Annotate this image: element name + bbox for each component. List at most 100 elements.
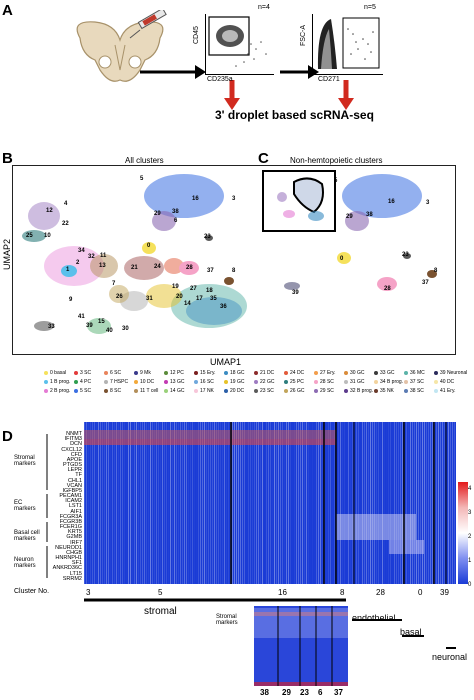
legend-label: 19 GC (230, 379, 245, 385)
legend-item: 14 GC (164, 388, 184, 394)
legend-label: 31 GC (350, 379, 365, 385)
facs2-y-label: FSC-A (300, 25, 307, 46)
umap1-label: UMAP1 (210, 357, 242, 367)
method-title: 3' droplet based scRNA-seq (215, 108, 374, 122)
gene-label: CHGB (66, 549, 82, 556)
legend-label: 27 Ery. (320, 370, 336, 376)
legend-label: 2 B prog. (50, 388, 71, 394)
inset-cluster-number: 29 (282, 688, 291, 697)
gene-label: FCGR3B (59, 518, 82, 525)
cluster-no-label: Cluster No. (14, 588, 50, 595)
legend-label: 0 basal (50, 370, 67, 376)
panel-a: n=4 CD45 CD235a n=5 FSC-A CD271 3' dropl… (0, 0, 474, 148)
legend-swatch (314, 388, 318, 393)
legend-swatch (74, 370, 78, 375)
legend-label: 12 PC (170, 370, 184, 376)
legend-swatch (254, 379, 258, 384)
facs-plot-2 (312, 14, 383, 75)
legend-swatch (344, 379, 348, 384)
legend-swatch (164, 370, 168, 375)
legend-label: 40 DC (440, 379, 455, 385)
legend-swatch (134, 370, 138, 375)
legend-swatch (194, 388, 198, 393)
legend-label: 24 DC (290, 370, 305, 376)
legend-label: 5 SC (80, 388, 92, 394)
umap2-label: UMAP2 (2, 238, 12, 270)
legend-swatch (404, 370, 408, 375)
legend-label: 1 B prog. (50, 379, 71, 385)
gene-label: LT15 (69, 570, 82, 577)
legend-item: 27 Ery. (314, 370, 335, 376)
legend-item: 19 GC (224, 379, 244, 385)
cluster-number: 39 (440, 588, 449, 597)
legend-label: 36 MC (410, 370, 425, 376)
legend-item: 29 SC (314, 388, 334, 394)
legend-item: 15 Ery. (194, 370, 215, 376)
cluster-number: 5 (158, 588, 163, 597)
facs1-x-label: CD235a (207, 76, 233, 83)
gene-label: CFD (70, 451, 82, 458)
gene-label: LST1 (68, 503, 82, 510)
cluster-number: 28 (376, 588, 385, 597)
legend-swatch (374, 370, 378, 375)
legend-swatch (404, 388, 408, 393)
legend-label: 15 Ery. (200, 370, 216, 376)
inset-heatmap (254, 606, 348, 686)
legend-item: 16 SC (194, 379, 214, 385)
legend-label: 21 DC (260, 370, 275, 376)
panel-label-b: B (2, 150, 13, 167)
inset-cluster-number: 23 (300, 688, 309, 697)
legend-swatch (104, 388, 108, 393)
colorbar-tick: 1 (468, 558, 472, 564)
gene-label: G2MB (66, 534, 82, 541)
legend-item: 35 NK (374, 388, 394, 394)
label-endothelial: endothelial (352, 613, 396, 623)
facs2-x-label: CD271 (318, 76, 340, 83)
legend-item: 41 Ery. (434, 388, 455, 394)
legend-swatch (194, 379, 198, 384)
legend-swatch (434, 370, 438, 375)
legend-item: 8 SC (104, 388, 121, 394)
legend-label: 22 GC (260, 379, 275, 385)
gene-label: PECAM1 (59, 493, 82, 500)
legend-swatch (224, 370, 228, 375)
legend-item: 28 SC (314, 379, 334, 385)
umap-all-clusters (22, 174, 247, 334)
group-basal: Basal cell markers (14, 530, 40, 542)
legend-item: 38 SC (404, 388, 424, 394)
syringe-icon (129, 10, 167, 39)
legend-item: 31 GC (344, 379, 364, 385)
legend-item: 30 GC (344, 370, 364, 376)
cluster-number: 8 (340, 588, 345, 597)
legend-label: 14 GC (170, 388, 185, 394)
pelvis-illustration (76, 10, 167, 82)
legend-item: 11 T cell (134, 388, 158, 394)
cluster-number: 0 (418, 588, 423, 597)
legend-swatch (134, 388, 138, 393)
inset-cluster-number: 38 (260, 688, 269, 697)
legend-item: 5 SC (74, 388, 91, 394)
legend-item: 9 Mk (134, 370, 151, 376)
legend-swatch (224, 388, 228, 393)
legend-swatch (164, 379, 168, 384)
legend-swatch (344, 388, 348, 393)
legend-swatch (44, 379, 48, 384)
legend-swatch (284, 388, 288, 393)
colorbar-tick: 2 (468, 534, 472, 540)
legend-item: 3 SC (74, 370, 91, 376)
cluster-legend: 0 basal 1 B prog. 2 B prog. 3 SC 4 PC 5 SC 6 S… (44, 370, 467, 430)
gene-label: PTGDS (63, 462, 82, 469)
group-ec: EC markers (14, 500, 36, 512)
gene-label: DCN (70, 441, 82, 448)
legend-item: 10 DC (134, 379, 154, 385)
panel-label-a: A (2, 2, 13, 19)
legend-label: 20 DC (230, 388, 245, 394)
legend-item: 25 PC (284, 379, 304, 385)
panel-label-d: D (2, 428, 13, 445)
facs2-n: n=5 (364, 4, 376, 11)
legend-item: 34 B prog. (374, 379, 403, 385)
cluster-number-row: 3 5 16 8 28 0 39 (84, 588, 456, 598)
colorbar-tick: 3 (468, 510, 472, 516)
legend-label: 34 B prog. (380, 379, 404, 385)
legend-label: 6 SC (110, 370, 122, 376)
